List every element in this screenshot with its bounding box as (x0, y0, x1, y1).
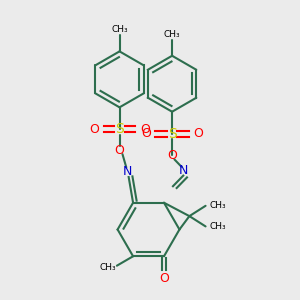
Text: CH₃: CH₃ (111, 25, 128, 34)
Text: N: N (178, 164, 188, 177)
Text: CH₃: CH₃ (210, 201, 226, 210)
Text: O: O (193, 127, 202, 140)
Text: O: O (140, 123, 150, 136)
Text: O: O (167, 148, 177, 161)
Text: CH₃: CH₃ (100, 263, 116, 272)
Text: CH₃: CH₃ (164, 30, 180, 39)
Text: N: N (123, 165, 133, 178)
Text: S: S (168, 127, 176, 141)
Text: CH₃: CH₃ (210, 222, 226, 231)
Text: O: O (89, 123, 99, 136)
Text: O: O (142, 127, 152, 140)
Text: O: O (115, 144, 124, 157)
Text: S: S (115, 122, 124, 136)
Text: O: O (159, 272, 169, 285)
